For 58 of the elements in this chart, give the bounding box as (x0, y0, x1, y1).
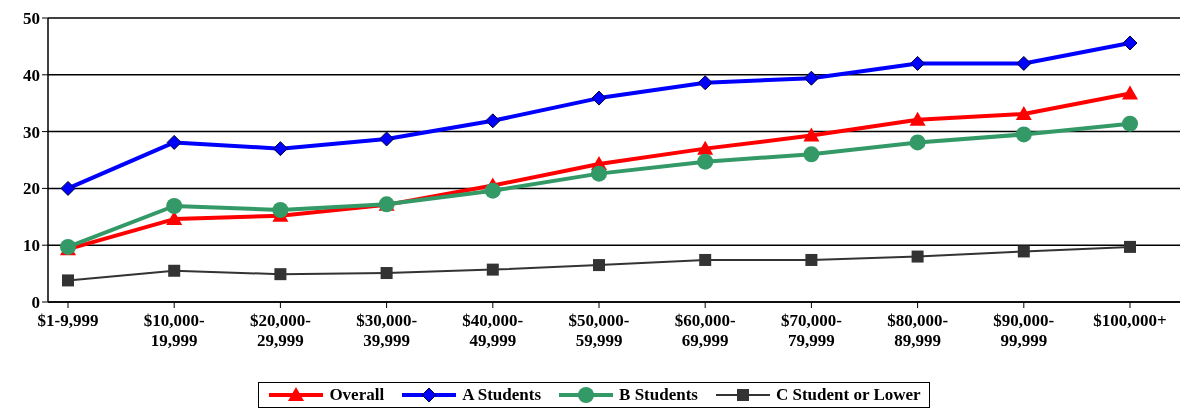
x-tick-label: $70,000-79,999 (780, 311, 843, 350)
x-tick-label: $90,000-99,999 (993, 311, 1055, 350)
point (1017, 245, 1030, 258)
point (60, 180, 76, 196)
x-tick-label: $100,000+ (1093, 311, 1167, 330)
x-tick-label: $10,000-19,999 (143, 311, 205, 350)
point (699, 253, 712, 266)
x-tick-label: $40,000-49,999 (462, 311, 524, 350)
point (380, 267, 393, 280)
point (485, 113, 501, 129)
x-tick-label: $60,000-69,999 (674, 311, 736, 350)
point (803, 146, 820, 163)
point (591, 90, 607, 106)
legend-label: A Students (462, 385, 542, 405)
point (272, 141, 288, 157)
x-tick-label: $1-9,999 (37, 311, 99, 330)
point (909, 111, 926, 126)
point (272, 201, 289, 218)
y-tick-label: 0 (31, 293, 40, 313)
legend-label: C Student or Lower (775, 385, 921, 405)
point (1124, 240, 1136, 253)
point (1122, 35, 1138, 51)
point (168, 264, 181, 277)
point (593, 259, 605, 272)
y-tick-label: 40 (23, 65, 40, 85)
legend-label: B Students (619, 385, 698, 405)
y-tick-label: 20 (23, 179, 40, 199)
point (62, 274, 74, 287)
point (166, 198, 183, 215)
point (803, 70, 819, 86)
x-tick-label: $50,000-59,999 (568, 311, 630, 350)
point (697, 140, 714, 155)
point (910, 55, 926, 71)
x-tick-label: $20,000-29,999 (249, 311, 312, 350)
point (909, 134, 926, 151)
point (486, 263, 499, 276)
legend-label: Overall (329, 385, 385, 405)
point (1016, 55, 1032, 71)
point (1122, 85, 1138, 100)
point (166, 134, 182, 150)
x-tick-label: $30,000-39,999 (356, 311, 418, 350)
point (274, 268, 287, 281)
x-tick-label: $80,000-89,999 (887, 311, 949, 350)
point (166, 211, 183, 226)
point (379, 131, 395, 147)
point (805, 253, 818, 266)
point (911, 250, 924, 263)
y-tick-label: 50 (23, 9, 40, 29)
point (697, 75, 713, 91)
y-tick-label: 30 (23, 122, 40, 142)
y-tick-label: 10 (23, 236, 40, 256)
point (591, 165, 607, 182)
point (1122, 115, 1138, 132)
point (1015, 126, 1032, 143)
point (484, 182, 501, 199)
point (803, 127, 820, 142)
point (697, 153, 714, 170)
point (1015, 105, 1032, 120)
